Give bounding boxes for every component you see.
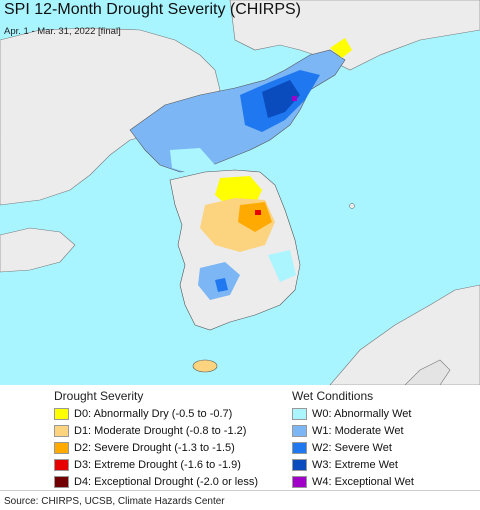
wet-legend-item: W2: Severe Wet [292, 440, 392, 455]
source-credit: Source: CHIRPS, UCSB, Climate Hazards Ce… [4, 496, 225, 507]
wet-legend-label: W3: Extreme Wet [312, 458, 398, 471]
drought-legend-heading: Drought Severity [54, 389, 144, 403]
wet-legend-label: W1: Moderate Wet [312, 424, 404, 437]
southeast-wet-area [268, 250, 296, 282]
map-subtitle: Apr. 1 - Mar. 31, 2022 [final] [4, 26, 121, 37]
drought-swatch [54, 475, 69, 488]
exceptional-wet-spot [292, 96, 297, 101]
drought-swatch [54, 441, 69, 454]
wet-legend-heading: Wet Conditions [292, 389, 374, 403]
footer-divider [0, 490, 480, 491]
drought-legend-label: D2: Severe Drought (-1.3 to -1.5) [74, 441, 235, 454]
drought-legend-label: D0: Abnormally Dry (-0.5 to -0.7) [74, 407, 233, 420]
northeast-dry-spot [330, 38, 352, 58]
extreme-drought-spot [255, 210, 261, 215]
wet-legend-item: W3: Extreme Wet [292, 457, 398, 472]
wet-legend-item: W4: Exceptional Wet [292, 474, 414, 489]
drought-swatch [54, 407, 69, 420]
jeju-island [192, 359, 218, 373]
drought-swatch [54, 458, 69, 471]
wet-legend-label: W4: Exceptional Wet [312, 475, 414, 488]
ulleung-island [349, 203, 355, 209]
north-korea-extreme-wet [262, 80, 300, 118]
wet-legend-item: W1: Moderate Wet [292, 423, 404, 438]
drought-legend-label: D3: Extreme Drought (-1.6 to -1.9) [74, 458, 241, 471]
wet-swatch [292, 458, 307, 471]
japan-land [329, 284, 480, 385]
peninsula-west [0, 227, 76, 273]
severe-drought-area [238, 202, 272, 232]
wet-swatch [292, 407, 307, 420]
wet-legend-label: W0: Abnormally Wet [312, 407, 412, 420]
drought-legend-item: D3: Extreme Drought (-1.6 to -1.9) [54, 457, 241, 472]
south-korea-severe-wet [215, 278, 228, 292]
map-title: SPI 12-Month Drought Severity (CHIRPS) [4, 1, 301, 18]
drought-legend-item: D2: Severe Drought (-1.3 to -1.5) [54, 440, 235, 455]
drought-legend-label: D4: Exceptional Drought (-2.0 or less) [74, 475, 259, 488]
wet-legend-item: W0: Abnormally Wet [292, 406, 411, 421]
drought-swatch [54, 424, 69, 437]
drought-legend-item: D4: Exceptional Drought (-2.0 or less) [54, 474, 258, 489]
drought-legend-item: D1: Moderate Drought (-0.8 to -1.2) [54, 423, 246, 438]
wet-swatch [292, 475, 307, 488]
drought-legend-label: D1: Moderate Drought (-0.8 to -1.2) [74, 424, 247, 437]
north-korea-abnormal-wet [170, 148, 215, 175]
wet-swatch [292, 424, 307, 437]
korea-drought-map [0, 0, 480, 385]
japan-island [404, 359, 451, 385]
wet-legend-label: W2: Severe Wet [312, 441, 392, 454]
drought-legend-item: D0: Abnormally Dry (-0.5 to -0.7) [54, 406, 232, 421]
wet-swatch [292, 441, 307, 454]
